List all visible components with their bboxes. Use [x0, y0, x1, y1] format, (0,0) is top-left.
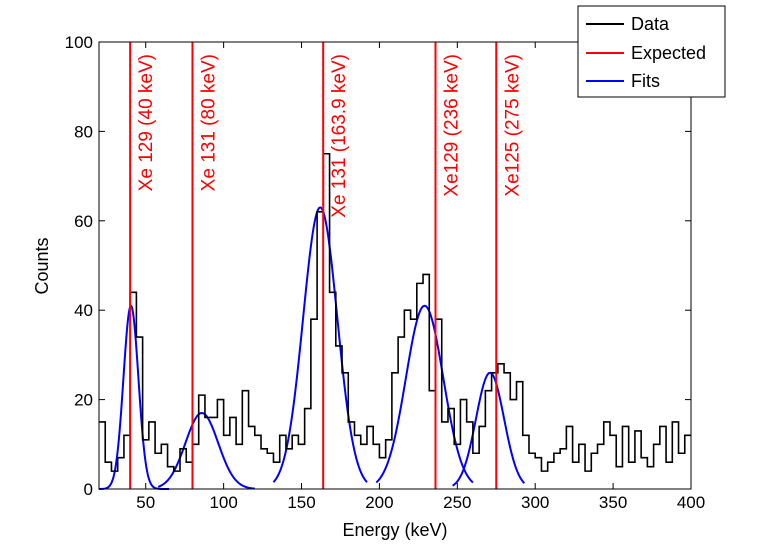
y-tick-label: 100 — [65, 33, 93, 52]
fit-curve — [452, 371, 526, 487]
x-axis-label: Energy (keV) — [342, 520, 447, 540]
x-tick-label: 400 — [677, 493, 705, 512]
x-tick-label: 250 — [443, 493, 471, 512]
x-tick-label: 100 — [209, 493, 237, 512]
legend-label-fits: Fits — [631, 71, 660, 91]
y-tick-label: 80 — [74, 122, 93, 141]
legend: Data Expected Fits — [577, 5, 726, 98]
expected-line-label: Xe 131 (163.9 keV) — [329, 54, 350, 218]
x-tick-label: 300 — [521, 493, 549, 512]
expected-lines-layer: Xe 129 (40 keV) Xe 131 (80 keV) Xe 131 (16… — [129, 42, 523, 489]
x-tick-label: 50 — [136, 493, 155, 512]
y-tick-label: 40 — [74, 301, 93, 320]
legend-label-expected: Expected — [631, 43, 706, 63]
expected-line-label: Xe125 (275 keV) — [502, 54, 523, 197]
x-tick-label: 350 — [599, 493, 627, 512]
data-histogram — [99, 152, 691, 472]
y-tick-label: 20 — [74, 391, 93, 410]
y-tick-label: 60 — [74, 212, 93, 231]
fit-curve — [375, 304, 474, 484]
x-tick-label: 200 — [365, 493, 393, 512]
expected-line-label: Xe129 (236 keV) — [442, 54, 463, 197]
legend-label-data: Data — [631, 14, 670, 34]
histogram-layer — [99, 152, 691, 472]
expected-line-label: Xe 129 (40 keV) — [136, 54, 157, 191]
plot-area — [99, 42, 691, 489]
fit-curve — [272, 206, 368, 483]
expected-line-label: Xe 131 (80 keV) — [198, 54, 219, 191]
y-tick-label: 0 — [84, 480, 93, 499]
y-axis-label: Counts — [32, 237, 52, 294]
ticks-layer: 50 100 150 200 250 300 350 400 0 20 40 60 80 100 — [65, 33, 706, 512]
plot-frame — [98, 41, 692, 490]
x-tick-label: 150 — [287, 493, 315, 512]
